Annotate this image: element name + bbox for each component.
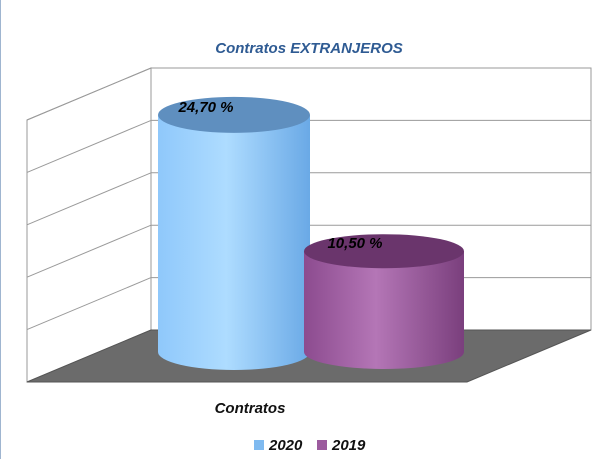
- legend-swatch-2019: [317, 440, 327, 450]
- legend-label-2019: 2019: [331, 437, 366, 454]
- gridline-side: [26, 119, 152, 173]
- bar-2019-top: [304, 234, 464, 269]
- bar-2020-top: [158, 96, 310, 133]
- gridline-side: [26, 277, 152, 331]
- chart-title: Contratos EXTRANJEROS: [215, 40, 403, 57]
- bar-2019-body: [304, 251, 464, 369]
- category-label: Contratos: [215, 400, 286, 417]
- side-wall: [26, 67, 152, 383]
- legend-label-2020: 2020: [268, 437, 303, 454]
- legend: 2020 2019: [254, 437, 366, 454]
- data-label-2019: 10,50 %: [327, 235, 382, 252]
- gridline-side: [26, 172, 152, 226]
- gridline-side: [26, 67, 152, 121]
- legend-swatch-2020: [254, 440, 264, 450]
- data-label-2020: 24,70 %: [177, 99, 233, 116]
- data-labels: 24,70 % 10,50 %: [177, 99, 382, 252]
- bar-series-group: [158, 96, 464, 370]
- bar-2020-body: [158, 114, 310, 370]
- gridline-side: [26, 224, 152, 278]
